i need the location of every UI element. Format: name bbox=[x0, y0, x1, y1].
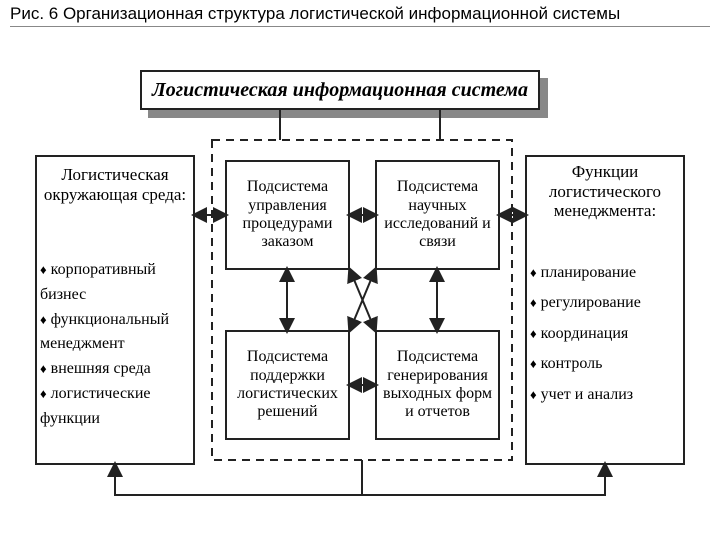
list-item: координация bbox=[530, 319, 685, 349]
subsystem-d: Подсистема генерирования выходных форм и… bbox=[375, 330, 500, 440]
figure-caption: Рис. 6 Организационная структура логисти… bbox=[10, 4, 710, 27]
list-item: корпоративный бизнес bbox=[40, 258, 195, 308]
left-head-text: Логистическая окружающая среда: bbox=[44, 165, 186, 204]
sub-d-text: Подсистема генерирования выходных форм и… bbox=[383, 348, 492, 422]
list-item: логистические функции bbox=[40, 382, 195, 432]
sub-a-text: Подсистема управления процедурами заказо… bbox=[233, 178, 342, 252]
list-item: планирование bbox=[530, 258, 685, 288]
right-bullets: планирование регулирование координация к… bbox=[530, 258, 685, 410]
sub-b-text: Подсистема научных исследова­ний и связи bbox=[383, 178, 492, 252]
left-bullets: корпоративный бизнес функциональный мене… bbox=[40, 258, 195, 432]
title-box: Логистическая информационная система bbox=[140, 70, 540, 110]
right-head-text: Функции логистического менеджмента: bbox=[549, 162, 661, 220]
list-item: внешняя среда bbox=[40, 357, 195, 382]
sub-c-text: Подсистема поддержки логистичес­ких реше… bbox=[233, 348, 342, 422]
subsystem-c: Подсистема поддержки логистичес­ких реше… bbox=[225, 330, 350, 440]
title-text: Логистическая информационная система bbox=[152, 79, 528, 102]
right-column-head: Функции логистического менеджмента: bbox=[530, 162, 680, 221]
list-item: функциональный менеджмент bbox=[40, 308, 195, 358]
list-item: регулирование bbox=[530, 288, 685, 318]
left-column-head: Логистическая окружающая среда: bbox=[40, 165, 190, 204]
list-item: учет и анализ bbox=[530, 380, 685, 410]
list-item: контроль bbox=[530, 349, 685, 379]
subsystem-b: Подсистема научных исследова­ний и связи bbox=[375, 160, 500, 270]
subsystem-a: Подсистема управления процедурами заказо… bbox=[225, 160, 350, 270]
